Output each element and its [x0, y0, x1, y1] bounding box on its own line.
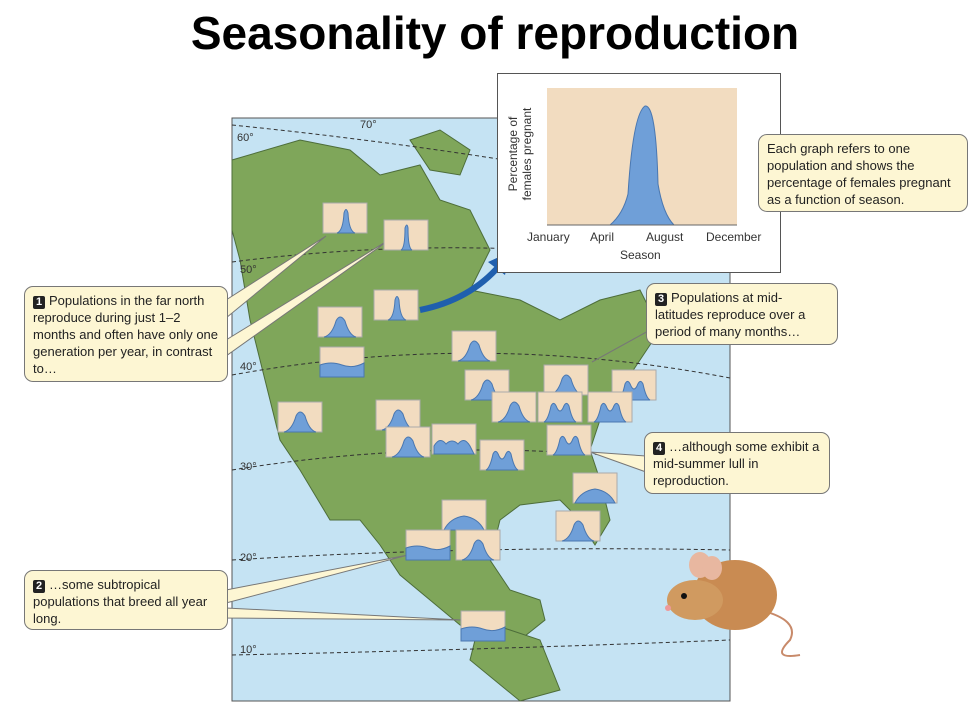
x-tick: August [646, 230, 684, 244]
pregnancy-curve [552, 435, 586, 456]
population-graph [546, 424, 592, 456]
x-tick: January [527, 230, 570, 244]
y-axis-label: females pregnant [520, 107, 534, 201]
population-graph [441, 499, 487, 531]
population-graph [405, 529, 451, 561]
latitude-label: 70° [360, 119, 377, 131]
pregnancy-curve [457, 340, 491, 362]
pregnancy-curve [387, 296, 407, 321]
pregnancy-curve [443, 515, 485, 531]
population-graph [543, 364, 589, 396]
pregnancy-curve [561, 520, 595, 542]
x-axis-label: Season [620, 248, 661, 262]
x-tick: December [706, 230, 762, 244]
population-graph [491, 391, 537, 423]
population-graph [572, 472, 618, 504]
land-mass [231, 139, 661, 641]
pregnancy-curve [485, 450, 519, 471]
inset-arrow [419, 263, 503, 313]
population-graph [317, 306, 363, 338]
pregnancy-curve [433, 440, 475, 455]
latitude-label: 60° [237, 132, 254, 144]
callout-4: 4 …although some exhibit a mid-summer lul… [644, 432, 830, 494]
pregnancy-curve [593, 402, 627, 423]
latitude-label: 10° [240, 644, 257, 656]
population-graph [451, 330, 497, 362]
callout-2: 2 …some subtropical populations that bree… [24, 570, 228, 630]
population-graph [479, 439, 525, 471]
latitude-label: 40° [240, 361, 257, 373]
mouse-illustration [665, 552, 801, 657]
callout-number: 2 [33, 580, 45, 593]
callout-text: Each graph refers to one population and … [767, 141, 951, 207]
population-graph [455, 529, 501, 561]
population-graph [555, 510, 601, 542]
population-graph [375, 399, 421, 431]
population-graph [587, 391, 633, 423]
pregnancy-curve [574, 488, 616, 504]
callout-text: Populations at mid-latitudes reproduce o… [655, 290, 806, 339]
pregnancy-curve [400, 224, 413, 251]
pregnancy-curve [323, 316, 357, 338]
pregnancy-curve [391, 436, 425, 458]
population-graph [537, 391, 583, 423]
callout-text: …although some exhibit a mid-summer lull… [653, 439, 820, 488]
population-graph [319, 346, 365, 378]
population-graph [322, 202, 368, 234]
pregnancy-curve [405, 545, 451, 561]
callout-text: Populations in the far north reproduce d… [33, 293, 219, 376]
callout-number: 1 [33, 296, 45, 309]
callout-1: 1 Populations in the far north reproduce … [24, 286, 228, 382]
pregnancy-curve [319, 362, 365, 378]
callout-3: 3 Populations at mid-latitudes reproduce … [646, 283, 838, 345]
latitude-label: 30° [240, 461, 257, 473]
page-title: Seasonality of reproduction [190, 7, 800, 59]
population-graph [431, 423, 477, 455]
callout-number: 3 [655, 293, 667, 306]
example-graph: Percentage of females pregnant January A… [497, 73, 781, 273]
pregnancy-curve [608, 105, 676, 226]
y-axis-label: Percentage of [506, 116, 520, 192]
pregnancy-curve [336, 209, 356, 234]
pregnancy-curve [497, 401, 531, 423]
pregnancy-curve [283, 411, 317, 433]
population-graph [277, 401, 323, 433]
x-tick: April [590, 230, 615, 244]
latitude-label: 50° [240, 264, 257, 276]
latitude-label: 20° [240, 552, 257, 564]
pregnancy-curve [460, 626, 506, 642]
callout-explanation: Each graph refers to one population and … [758, 134, 968, 212]
callout-text: …some subtropical populations that breed… [33, 577, 208, 626]
callout-number: 4 [653, 442, 665, 455]
population-graph [611, 369, 657, 401]
pregnancy-curve [461, 539, 495, 561]
population-graph [373, 289, 419, 321]
population-graph [460, 610, 506, 642]
population-graph [383, 219, 429, 251]
population-graph [385, 426, 431, 458]
pregnancy-curve [543, 402, 577, 423]
